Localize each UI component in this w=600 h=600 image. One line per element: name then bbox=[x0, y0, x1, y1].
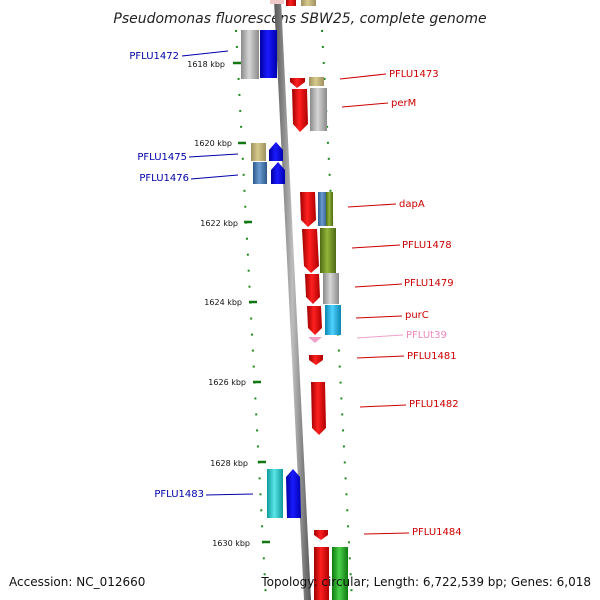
gene-PFLU1478[interactable] bbox=[302, 228, 336, 273]
gene-perM[interactable] bbox=[292, 88, 327, 132]
gene-PFLU1476[interactable] bbox=[253, 162, 285, 184]
leader-PFLUt39 bbox=[356, 334, 404, 339]
gene-PFLU1472[interactable] bbox=[241, 30, 277, 79]
tick-label: 1622 kbp bbox=[200, 219, 238, 228]
tick-label: 1628 kbp bbox=[210, 459, 248, 468]
label-PFLU1476[interactable]: PFLU1476 bbox=[139, 173, 189, 184]
gene-PFLUt39[interactable] bbox=[308, 337, 322, 343]
feature-top-partial[interactable] bbox=[270, 0, 316, 6]
label-PFLU1484[interactable]: PFLU1484 bbox=[412, 527, 462, 538]
label-PFLU1479[interactable]: PFLU1479 bbox=[404, 278, 454, 289]
label-purC[interactable]: purC bbox=[405, 310, 429, 321]
right-gene-labels: PFLU1473 perM dapA PFLU1478 PFLU1479 pur… bbox=[389, 69, 462, 538]
genome-summary-text: Topology: circular; Length: 6,722,539 bp… bbox=[260, 575, 591, 589]
label-PFLU1473[interactable]: PFLU1473 bbox=[389, 69, 439, 80]
accession-text: Accession: NC_012660 bbox=[9, 575, 145, 589]
label-perM[interactable]: perM bbox=[391, 98, 416, 109]
left-gene-labels: PFLU1472 PFLU1475 PFLU1476 PFLU1483 bbox=[129, 51, 204, 500]
tick-label: 1626 kbp bbox=[208, 378, 246, 387]
scale-labels: 1618 kbp 1620 kbp 1622 kbp 1624 kbp 1626… bbox=[187, 60, 250, 548]
gene-PFLU1484[interactable] bbox=[314, 530, 328, 540]
forward-strand-features bbox=[290, 77, 348, 600]
gene-PFLU1483[interactable] bbox=[267, 469, 301, 518]
tick-label: 1620 kbp bbox=[194, 139, 232, 148]
left-leaders bbox=[181, 50, 254, 496]
gene-PFLU1482[interactable] bbox=[311, 382, 326, 435]
feature-bottom-partial[interactable] bbox=[314, 547, 348, 600]
label-PFLU1478[interactable]: PFLU1478 bbox=[402, 240, 452, 251]
gene-PFLU1473[interactable] bbox=[290, 77, 324, 88]
gene-PFLU1475[interactable] bbox=[251, 142, 283, 161]
tick-label: 1630 kbp bbox=[212, 539, 250, 548]
map-title: Pseudomonas fluorescens SBW25, complete … bbox=[113, 11, 486, 27]
right-leaders bbox=[339, 73, 410, 535]
label-dapA[interactable]: dapA bbox=[399, 199, 425, 210]
label-PFLU1481[interactable]: PFLU1481 bbox=[407, 351, 457, 362]
label-PFLUt39[interactable]: PFLUt39 bbox=[406, 330, 447, 341]
gene-PFLU1481[interactable] bbox=[309, 355, 323, 365]
gene-dapA[interactable] bbox=[300, 192, 333, 227]
reverse-strand-features bbox=[241, 30, 301, 518]
gene-purC[interactable] bbox=[307, 305, 341, 335]
scale-ticks bbox=[233, 61, 270, 544]
label-PFLU1475[interactable]: PFLU1475 bbox=[137, 152, 187, 163]
gene-PFLU1479[interactable] bbox=[305, 273, 339, 304]
tick-label: 1624 kbp bbox=[204, 298, 242, 307]
label-PFLU1483[interactable]: PFLU1483 bbox=[154, 489, 204, 500]
label-PFLU1482[interactable]: PFLU1482 bbox=[409, 399, 459, 410]
genome-backbone bbox=[274, 0, 311, 600]
tick-label: 1618 kbp bbox=[187, 60, 225, 69]
label-PFLU1472[interactable]: PFLU1472 bbox=[129, 51, 179, 62]
